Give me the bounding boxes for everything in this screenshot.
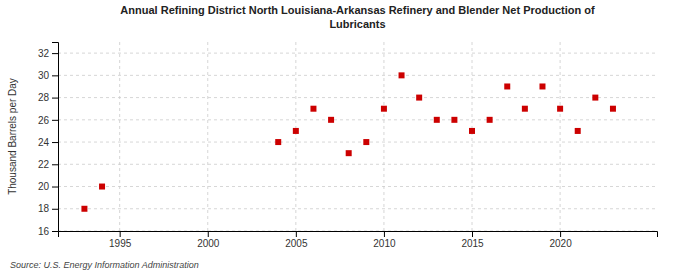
grid-line bbox=[560, 42, 561, 231]
point bbox=[487, 117, 493, 123]
x-tick-mark bbox=[560, 231, 561, 237]
y-tick: 32 bbox=[38, 48, 58, 59]
y-tick-mark bbox=[52, 164, 58, 165]
point bbox=[328, 117, 334, 123]
y-tick-mark bbox=[52, 120, 58, 121]
x-tick-label: 2000 bbox=[197, 238, 220, 249]
point bbox=[381, 106, 387, 112]
grid-line bbox=[58, 53, 657, 54]
x-tick: 2010 bbox=[373, 231, 396, 249]
y-tick: 30 bbox=[38, 70, 58, 81]
y-tick-mark bbox=[52, 231, 58, 232]
x-tick-mark bbox=[120, 231, 121, 237]
y-tick-label: 26 bbox=[38, 115, 50, 126]
y-tick: 22 bbox=[38, 159, 58, 170]
grid-line bbox=[58, 97, 657, 98]
y-tick-mark bbox=[52, 187, 58, 188]
title-line: Lubricants bbox=[329, 18, 385, 30]
y-tick-mark bbox=[52, 53, 58, 54]
y-tick-label: 20 bbox=[38, 181, 50, 192]
point bbox=[363, 139, 369, 145]
y-tick-label: 32 bbox=[38, 48, 50, 59]
y-tick: 20 bbox=[38, 181, 58, 192]
grid-line bbox=[58, 186, 657, 187]
grid-line bbox=[472, 42, 473, 231]
y-tick-label: 24 bbox=[38, 137, 50, 148]
chart: 1995 2000 2005 2010 2015 2020 16 18 20 22 24 26 28 30… bbox=[0, 0, 675, 275]
plot-area: 1995 2000 2005 2010 2015 2020 16 18 20 22 24 26 28 30… bbox=[38, 42, 658, 249]
point bbox=[434, 117, 440, 123]
x-tick-label: 2015 bbox=[461, 238, 484, 249]
grid-line bbox=[207, 42, 208, 231]
point bbox=[539, 83, 545, 89]
y-tick: 24 bbox=[38, 137, 58, 148]
point bbox=[592, 95, 598, 101]
x-tick-label: 2020 bbox=[549, 238, 572, 249]
point bbox=[275, 139, 281, 145]
y-tick-label: 28 bbox=[38, 92, 50, 103]
point bbox=[522, 106, 528, 112]
y-tick-label: 16 bbox=[38, 226, 50, 237]
point bbox=[399, 72, 405, 78]
x-tick-label: 2010 bbox=[373, 238, 396, 249]
points bbox=[81, 72, 616, 211]
y-tick-mark bbox=[52, 142, 58, 143]
x-tick-mark bbox=[384, 231, 385, 237]
point bbox=[346, 150, 352, 156]
x-tick: 2015 bbox=[461, 231, 484, 249]
y-tick-mark bbox=[52, 209, 58, 210]
point bbox=[293, 128, 299, 134]
x-tick: 2005 bbox=[285, 231, 308, 249]
y-axis: 16 18 20 22 24 26 28 30 32 bbox=[38, 43, 59, 237]
y-tick-label: 30 bbox=[38, 70, 50, 81]
y-tick-mark bbox=[52, 75, 58, 76]
point bbox=[469, 128, 475, 134]
x-tick: 2000 bbox=[197, 231, 220, 249]
y-tick: 26 bbox=[38, 115, 58, 126]
point bbox=[504, 83, 510, 89]
y-tick: 28 bbox=[38, 92, 58, 103]
y-tick-mark bbox=[52, 98, 58, 99]
x-tick-label: 2005 bbox=[285, 238, 308, 249]
grid bbox=[58, 42, 657, 231]
x-tick-mark bbox=[296, 231, 297, 237]
point bbox=[416, 95, 422, 101]
grid-line bbox=[295, 42, 296, 231]
y-axis-title: Thousand Barrels per Day bbox=[7, 78, 18, 195]
x-axis-line bbox=[59, 232, 658, 238]
grid-line bbox=[119, 42, 120, 231]
point bbox=[575, 128, 581, 134]
point bbox=[81, 206, 87, 212]
y-tick: 18 bbox=[38, 203, 58, 214]
x-axis: 1995 2000 2005 2010 2015 2020 bbox=[59, 231, 658, 249]
x-tick-mark bbox=[208, 231, 209, 237]
y-tick-label: 22 bbox=[38, 159, 50, 170]
title: Annual Refining District North Louisiana… bbox=[120, 4, 595, 30]
x-tick-label: 1995 bbox=[109, 238, 132, 249]
point bbox=[557, 106, 563, 112]
source: Source: U.S. Energy Information Administ… bbox=[10, 260, 199, 270]
grid-line bbox=[58, 164, 657, 165]
grid-line bbox=[58, 119, 657, 120]
grid-line bbox=[58, 142, 657, 143]
y-tick: 16 bbox=[38, 226, 58, 237]
point bbox=[310, 106, 316, 112]
grid-line bbox=[58, 75, 657, 76]
x-tick: 1995 bbox=[109, 231, 132, 249]
point bbox=[610, 106, 616, 112]
grid-line bbox=[58, 208, 657, 209]
x-tick-mark bbox=[472, 231, 473, 237]
point bbox=[451, 117, 457, 123]
y-tick-label: 18 bbox=[38, 203, 50, 214]
y-axis-line bbox=[52, 43, 59, 232]
point bbox=[99, 184, 105, 190]
x-tick: 2020 bbox=[549, 231, 572, 249]
title-line: Annual Refining District North Louisiana… bbox=[120, 4, 595, 16]
grid-line bbox=[383, 42, 384, 231]
